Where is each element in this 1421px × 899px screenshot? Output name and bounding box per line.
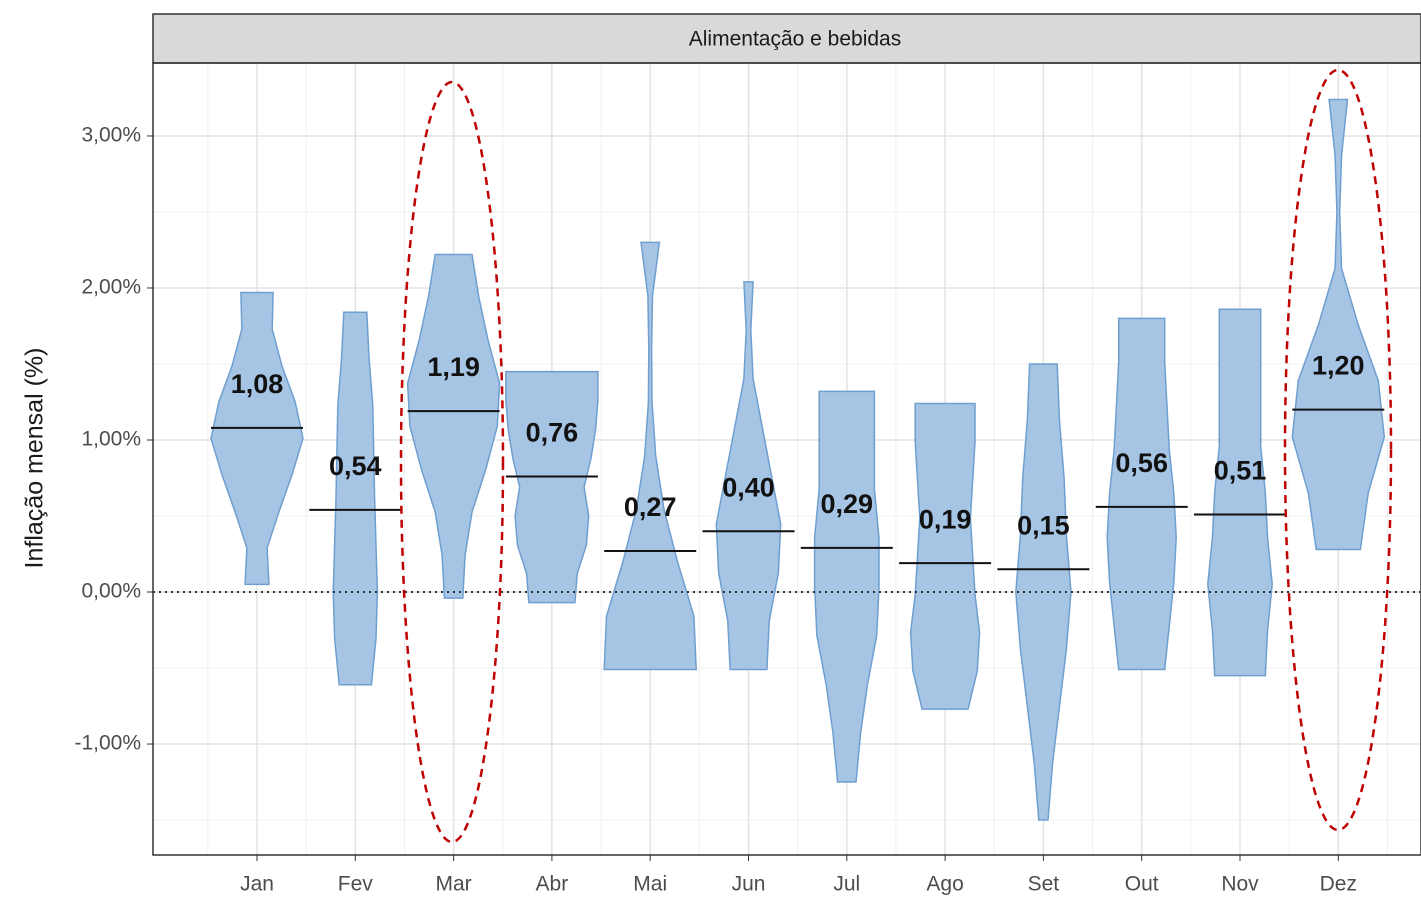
violin xyxy=(1106,317,1177,671)
highlight-ellipse xyxy=(399,80,505,844)
data-label: 0,19 xyxy=(919,504,972,534)
strip xyxy=(152,13,1421,64)
data-label: 0,54 xyxy=(329,451,382,481)
x-tick-label: Jan xyxy=(240,873,274,896)
data-label: 0,15 xyxy=(1017,510,1070,540)
x-tick-label: Dez xyxy=(1320,873,1357,896)
violin xyxy=(715,281,782,671)
x-tick-label: Out xyxy=(1125,873,1159,896)
x-tick-label: Mai xyxy=(633,873,667,896)
x-tick-label: Nov xyxy=(1221,873,1259,896)
highlight-ellipse xyxy=(1283,68,1393,832)
y-tick-label: 2,00% xyxy=(81,276,141,299)
data-label: 0,51 xyxy=(1214,456,1267,486)
plot-area: 1,08 0,54 1,19 0,76 0,27 0,40 0,29 0,19 0,15 0,56… xyxy=(153,63,1421,855)
y-tick-label: 3,00% xyxy=(81,124,141,147)
data-label: 0,56 xyxy=(1115,448,1168,478)
x-tick-label: Jul xyxy=(833,873,860,896)
y-tick-label: 0,00% xyxy=(81,580,141,603)
y-tick-label: 1,00% xyxy=(81,428,141,451)
violin xyxy=(813,390,880,783)
violin xyxy=(1207,308,1273,677)
x-tick-label: Set xyxy=(1028,873,1060,896)
data-label: 0,76 xyxy=(526,418,579,448)
violin xyxy=(505,370,599,604)
x-tick-label: Fev xyxy=(338,873,374,896)
data-label: 0,29 xyxy=(821,489,874,519)
violin xyxy=(210,291,304,586)
y-axis-label: Inflação mensal (%) xyxy=(21,348,49,569)
data-label: 1,19 xyxy=(427,352,480,382)
y-tick-label: -1,00% xyxy=(74,732,141,755)
data-label: 1,08 xyxy=(231,369,284,399)
x-tick-label: Ago xyxy=(926,873,963,896)
x-tick-label: Mar xyxy=(436,873,472,896)
violin xyxy=(406,253,501,599)
data-label: 1,20 xyxy=(1312,351,1365,381)
violin xyxy=(909,402,981,710)
violin xyxy=(603,241,697,671)
panel-border xyxy=(152,62,1421,856)
violin xyxy=(1291,98,1386,551)
violin xyxy=(332,311,379,686)
x-tick-label: Abr xyxy=(536,873,569,896)
data-label: 0,40 xyxy=(722,472,775,502)
violin xyxy=(1015,363,1072,821)
x-tick-label: Jun xyxy=(732,873,766,896)
data-label: 0,27 xyxy=(624,492,677,522)
strip-title: Alimentação e bebidas xyxy=(689,28,901,51)
